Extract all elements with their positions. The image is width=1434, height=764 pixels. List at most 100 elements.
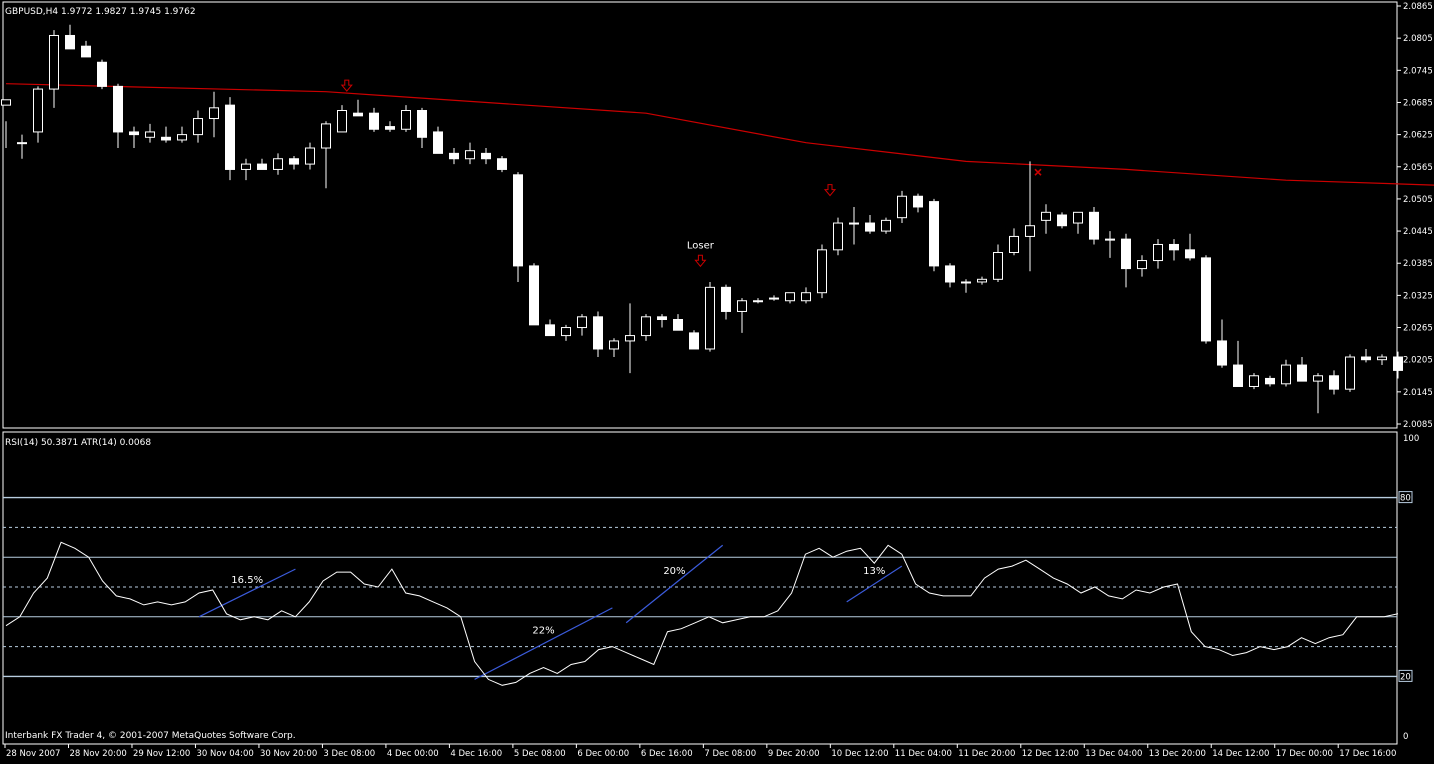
- down-arrow-icon[interactable]: [825, 185, 835, 196]
- trendlines-layer[interactable]: 16.5%22%20%13%: [199, 545, 902, 679]
- down-arrow-icon[interactable]: [342, 80, 352, 91]
- candle[interactable]: [1202, 255, 1211, 343]
- candle[interactable]: [1042, 204, 1051, 233]
- candle[interactable]: [210, 92, 219, 138]
- candle[interactable]: [1074, 212, 1083, 233]
- candle[interactable]: [1378, 354, 1387, 365]
- candle[interactable]: [1298, 357, 1307, 381]
- candle[interactable]: [1346, 354, 1355, 392]
- candle[interactable]: [434, 127, 443, 154]
- candle[interactable]: [114, 84, 123, 148]
- candle[interactable]: [738, 298, 747, 333]
- candle[interactable]: [658, 314, 667, 327]
- candle[interactable]: [354, 100, 363, 116]
- candle[interactable]: [1090, 207, 1099, 245]
- candle[interactable]: [194, 111, 203, 143]
- candle[interactable]: [34, 86, 43, 142]
- price-tick-label: 2.0505: [1403, 195, 1433, 205]
- candle[interactable]: [754, 298, 763, 303]
- candle[interactable]: [370, 108, 379, 132]
- candle[interactable]: [1394, 352, 1403, 379]
- candle[interactable]: [834, 218, 843, 256]
- candle[interactable]: [546, 320, 555, 336]
- time-tick-label: 7 Dec 08:00: [704, 749, 756, 759]
- candle[interactable]: [1138, 255, 1147, 276]
- candle[interactable]: [562, 325, 571, 341]
- candle[interactable]: [690, 330, 699, 349]
- candle[interactable]: [770, 295, 779, 300]
- candle[interactable]: [178, 127, 187, 143]
- candle[interactable]: [258, 159, 267, 170]
- candle[interactable]: [818, 244, 827, 298]
- candle[interactable]: [930, 199, 939, 271]
- candle[interactable]: [722, 285, 731, 320]
- candle[interactable]: [82, 41, 91, 57]
- candle[interactable]: [642, 314, 651, 341]
- candle[interactable]: [322, 121, 331, 188]
- candle[interactable]: [338, 105, 347, 132]
- candle[interactable]: [450, 148, 459, 164]
- candle[interactable]: [850, 207, 859, 245]
- candle[interactable]: [242, 159, 251, 180]
- candle[interactable]: [466, 143, 475, 164]
- candle[interactable]: [514, 172, 523, 282]
- candle[interactable]: [578, 314, 587, 335]
- candle[interactable]: [1218, 320, 1227, 368]
- candle[interactable]: [1058, 212, 1067, 228]
- candle[interactable]: [962, 279, 971, 292]
- candle[interactable]: [594, 311, 603, 357]
- candle[interactable]: [786, 293, 795, 304]
- candle[interactable]: [498, 156, 507, 172]
- candle[interactable]: [1186, 234, 1195, 261]
- candle[interactable]: [866, 215, 875, 234]
- candle[interactable]: [1106, 231, 1115, 258]
- candle[interactable]: [1266, 376, 1275, 387]
- candle[interactable]: [1010, 228, 1019, 255]
- candle[interactable]: [610, 338, 619, 357]
- candle[interactable]: [946, 263, 955, 287]
- candle[interactable]: [130, 127, 139, 148]
- candle[interactable]: [290, 156, 299, 169]
- candle[interactable]: [1362, 349, 1371, 362]
- candle[interactable]: [1250, 373, 1259, 389]
- candle[interactable]: [66, 25, 75, 49]
- candle[interactable]: [1282, 360, 1291, 387]
- candle[interactable]: [882, 218, 891, 234]
- candle[interactable]: [162, 127, 171, 143]
- candle[interactable]: [1314, 373, 1323, 413]
- candle[interactable]: [626, 303, 635, 373]
- trendline[interactable]: [475, 608, 613, 680]
- candle[interactable]: [994, 244, 1003, 282]
- candle[interactable]: [898, 191, 907, 223]
- candle[interactable]: [914, 194, 923, 213]
- candle[interactable]: [418, 108, 427, 148]
- candle[interactable]: [1122, 234, 1131, 288]
- candle[interactable]: [674, 314, 683, 330]
- candle[interactable]: [98, 60, 107, 89]
- cross-icon[interactable]: [1035, 169, 1041, 175]
- candle[interactable]: [1026, 161, 1035, 271]
- candle[interactable]: [386, 121, 395, 132]
- candle[interactable]: [482, 148, 491, 164]
- candle[interactable]: [146, 124, 155, 143]
- candle-body-bearish: [130, 132, 139, 135]
- candles-layer[interactable]: [2, 25, 1403, 414]
- price-panel[interactable]: 2.08652.08052.07452.06852.06252.05652.05…: [2, 2, 1434, 430]
- candle[interactable]: [706, 282, 715, 352]
- candle[interactable]: [50, 30, 59, 108]
- down-arrow-icon[interactable]: [695, 255, 705, 266]
- candle[interactable]: [274, 153, 283, 174]
- candle[interactable]: [978, 277, 987, 285]
- candle[interactable]: [1330, 370, 1339, 394]
- candle[interactable]: [1154, 239, 1163, 268]
- candle[interactable]: [306, 143, 315, 170]
- candle[interactable]: [1170, 239, 1179, 260]
- candle[interactable]: [18, 135, 27, 159]
- candle[interactable]: [1234, 341, 1243, 387]
- candle[interactable]: [530, 263, 539, 325]
- candle[interactable]: [802, 287, 811, 303]
- candle[interactable]: [226, 97, 235, 180]
- candle[interactable]: [402, 105, 411, 132]
- candle-body-bearish: [1090, 212, 1099, 239]
